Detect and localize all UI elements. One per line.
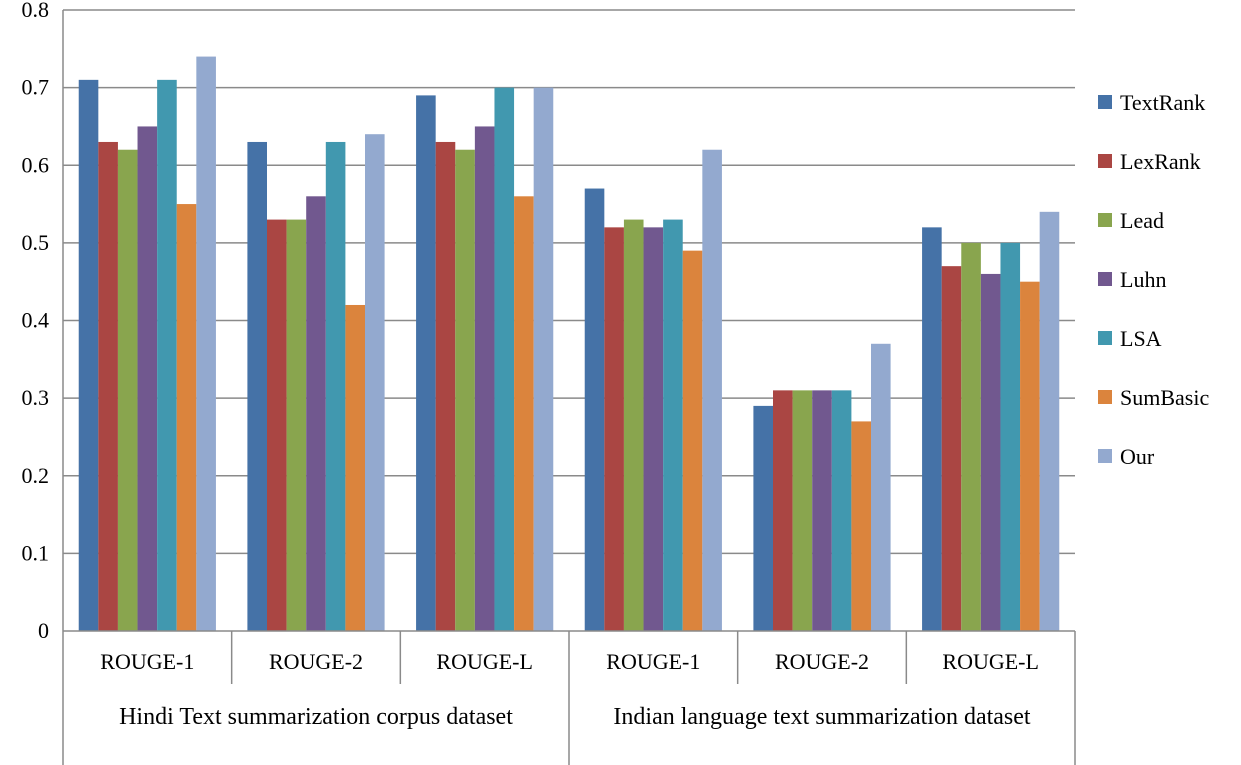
bar-luhn-3 <box>643 227 664 631</box>
bar-luhn-0 <box>137 126 158 631</box>
y-axis: 0 0.1 0.2 0.3 0.4 0.5 0.6 0.7 0.8 <box>22 0 64 643</box>
legend-label-lead: Lead <box>1120 208 1164 233</box>
legend-label-lexrank: LexRank <box>1120 149 1201 174</box>
bar-lexrank-0 <box>98 141 118 631</box>
legend-label-sumbasic: SumBasic <box>1120 385 1209 410</box>
bar-lead-0 <box>117 149 138 632</box>
bar-lsa-2 <box>494 87 515 631</box>
bar-our-2 <box>533 87 554 631</box>
bar-textrank-0 <box>78 79 99 632</box>
bar-our-4 <box>871 343 891 631</box>
legend-swatch-lead <box>1098 213 1112 227</box>
bars <box>78 56 1060 632</box>
y-tick-label: 0.5 <box>22 230 50 255</box>
x-group-label: Indian language text summarization datas… <box>613 704 1031 730</box>
bar-lexrank-1 <box>267 219 287 631</box>
bar-sumbasic-0 <box>176 204 197 631</box>
y-tick-label: 0.3 <box>22 385 50 410</box>
x-category-label: ROUGE-L <box>436 649 533 674</box>
x-category-label: ROUGE-2 <box>775 649 869 674</box>
bar-luhn-2 <box>474 126 495 631</box>
y-tick-label: 0.6 <box>22 152 50 177</box>
y-tick-label: 0 <box>38 618 49 643</box>
bar-lead-4 <box>792 390 813 631</box>
bar-lsa-0 <box>157 79 177 632</box>
y-tick-label: 0.1 <box>22 540 50 565</box>
bar-lead-3 <box>623 219 644 631</box>
y-tick-label: 0.2 <box>22 463 50 488</box>
bar-sumbasic-1 <box>345 304 365 631</box>
bar-luhn-1 <box>306 196 326 632</box>
bar-textrank-1 <box>247 141 267 631</box>
x-category-label: ROUGE-1 <box>100 649 194 674</box>
bar-sumbasic-3 <box>682 250 703 631</box>
legend-swatch-lsa <box>1098 331 1112 345</box>
x-category-label: ROUGE-2 <box>269 649 363 674</box>
legend-label-luhn: Luhn <box>1120 267 1166 292</box>
x-category-label: ROUGE-L <box>942 649 1039 674</box>
bar-sumbasic-2 <box>514 196 534 632</box>
bar-lexrank-4 <box>773 390 793 631</box>
bar-luhn-5 <box>980 273 1001 631</box>
bar-our-3 <box>702 149 722 632</box>
bar-lead-2 <box>455 149 475 632</box>
bar-our-0 <box>196 56 216 631</box>
bar-textrank-4 <box>753 405 773 631</box>
y-tick-label: 0.8 <box>22 0 50 22</box>
legend-swatch-our <box>1098 449 1112 463</box>
y-tick-label: 0.4 <box>22 308 50 333</box>
bar-lsa-5 <box>1000 242 1021 632</box>
bar-textrank-3 <box>584 188 605 632</box>
bar-luhn-4 <box>812 390 832 631</box>
gridlines <box>63 9 1075 555</box>
bar-lsa-4 <box>831 390 852 631</box>
bar-lead-1 <box>286 219 307 631</box>
bar-lexrank-3 <box>604 227 624 631</box>
bar-sumbasic-5 <box>1020 281 1040 631</box>
y-tick-label: 0.7 <box>22 75 50 100</box>
legend-swatch-sumbasic <box>1098 390 1112 404</box>
legend-label-lsa: LSA <box>1120 326 1162 351</box>
bar-lexrank-2 <box>435 141 456 631</box>
bar-sumbasic-4 <box>851 421 871 631</box>
legend-swatch-textrank <box>1098 95 1112 109</box>
bar-lead-5 <box>961 242 981 632</box>
bar-our-5 <box>1039 211 1060 631</box>
legend-label-textrank: TextRank <box>1120 90 1205 115</box>
bar-lsa-1 <box>325 141 346 631</box>
legend-label-our: Our <box>1120 444 1155 469</box>
bar-textrank-5 <box>922 227 942 631</box>
x-axis: ROUGE-1 ROUGE-2 ROUGE-L ROUGE-1 ROUGE-2 ROUGE… <box>62 630 1076 765</box>
bar-lexrank-5 <box>941 266 962 631</box>
bar-our-1 <box>365 134 385 631</box>
legend-swatch-luhn <box>1098 272 1112 286</box>
legend-swatch-lexrank <box>1098 154 1112 168</box>
x-group-label: Hindi Text summarization corpus dataset <box>119 704 513 730</box>
legend: TextRank LexRank Lead Luhn LSA SumBasic Our <box>1098 90 1209 469</box>
bar-lsa-3 <box>663 219 683 631</box>
x-category-label: ROUGE-1 <box>606 649 700 674</box>
bar-textrank-2 <box>416 95 436 631</box>
